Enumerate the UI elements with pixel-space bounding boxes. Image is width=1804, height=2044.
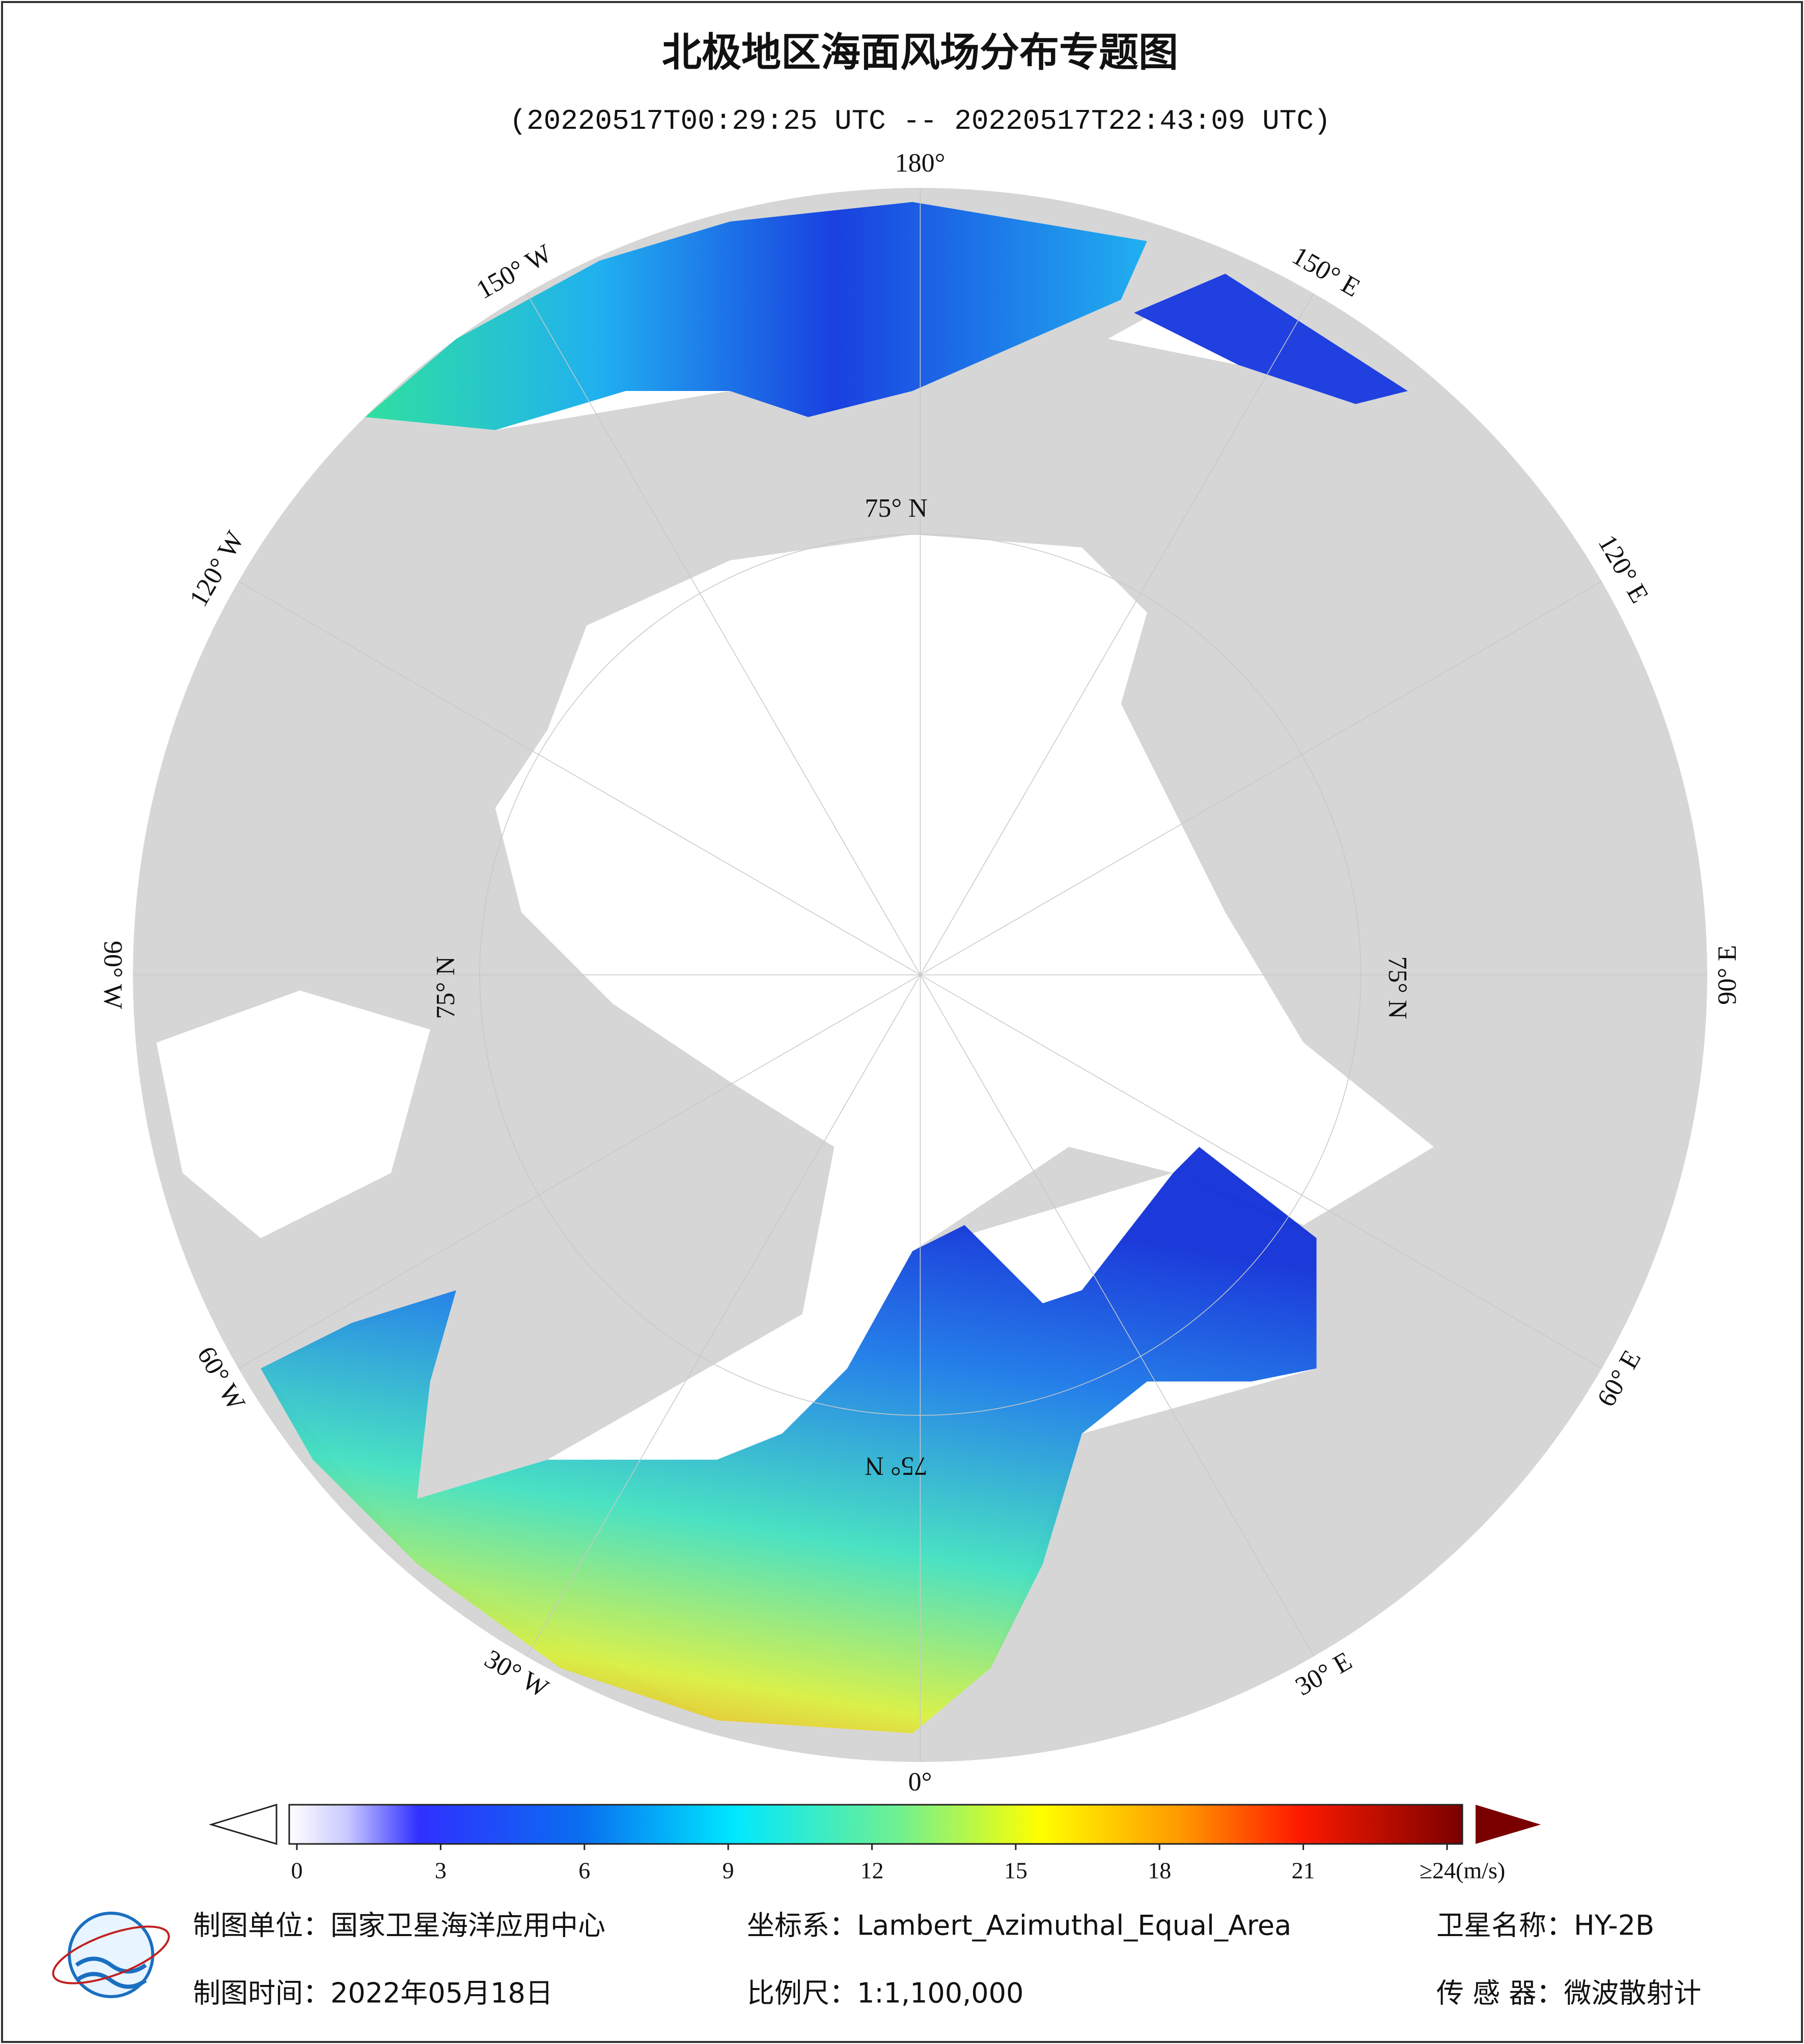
latitude-label: 75° N bbox=[865, 1451, 927, 1480]
logo bbox=[52, 1912, 170, 1998]
wind-field-pacific bbox=[365, 202, 1147, 430]
colorbar-tick-label: 18 bbox=[1148, 1858, 1171, 1884]
footer-sensor: 传 感 器：微波散射计 bbox=[1436, 1977, 1701, 2009]
wind-field-atlantic bbox=[261, 1146, 1317, 1733]
colorbar-tick-label: 12 bbox=[861, 1858, 884, 1884]
latitude-label: 75° N bbox=[865, 494, 927, 523]
map-body bbox=[133, 188, 1707, 1762]
longitude-label: 0° bbox=[908, 1768, 932, 1797]
colorbar-bar bbox=[288, 1804, 1463, 1845]
footer-projection: 坐标系：Lambert_Azimuthal_Equal_Area bbox=[747, 1910, 1291, 1942]
latitude-label: 75° N bbox=[1383, 956, 1412, 1019]
colorbar-tick-label: 6 bbox=[578, 1858, 590, 1884]
colorbar-tick-label: 21 bbox=[1292, 1858, 1315, 1884]
footer-unit: 制图单位：国家卫星海洋应用中心 bbox=[193, 1910, 605, 1942]
colorbar bbox=[208, 1803, 1541, 1845]
title: 北极地区海面风场分布专题图 bbox=[662, 30, 1178, 75]
colorbar-tick-label: 9 bbox=[723, 1858, 734, 1884]
footer-date: 制图时间：2022年05月18日 bbox=[193, 1977, 553, 2009]
colorbar-tick-label: 3 bbox=[435, 1858, 447, 1884]
colorbar-over bbox=[1476, 1805, 1541, 1844]
wind-field-siberia bbox=[1134, 273, 1408, 404]
longitude-label: 180° bbox=[895, 149, 946, 178]
latitude-label: 75° N bbox=[431, 956, 460, 1019]
footer-satellite: 卫星名称：HY-2B bbox=[1436, 1910, 1654, 1942]
colorbar-tick-label: 0 bbox=[291, 1858, 303, 1884]
colorbar-tick-label: ≥24(m/s) bbox=[1420, 1858, 1505, 1884]
footer-scale: 比例尺：1:1,100,000 bbox=[747, 1977, 1023, 2009]
map bbox=[133, 188, 1707, 1762]
colorbar-under bbox=[208, 1803, 277, 1845]
longitude-label: 90° E bbox=[1713, 945, 1742, 1005]
colorbar-tick-label: 15 bbox=[1004, 1858, 1028, 1884]
colorbar-ticks: 0 3 6 9 12 15 18 21 ≥24(m/s) bbox=[291, 1844, 1505, 1884]
graticule bbox=[133, 188, 1707, 1762]
subtitle: (20220517T00:29:25 UTC -- 20220517T22:43… bbox=[509, 105, 1330, 137]
longitude-label: 90° W bbox=[98, 941, 127, 1009]
